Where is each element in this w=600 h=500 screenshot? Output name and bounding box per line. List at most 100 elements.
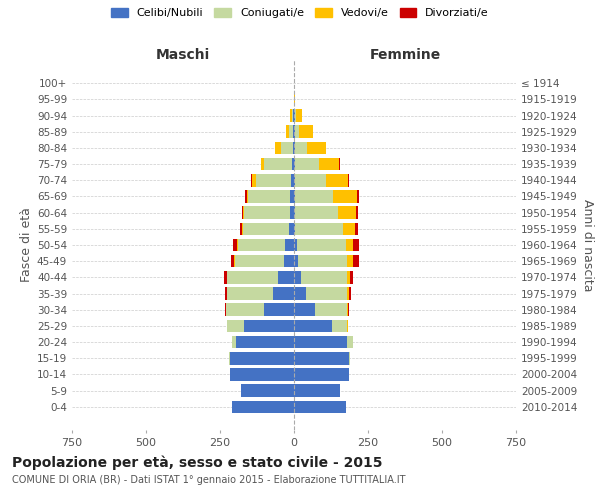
Bar: [225, 304, 226, 316]
Bar: [294, 352, 349, 364]
Bar: [290, 206, 294, 219]
Bar: [295, 190, 334, 203]
Bar: [265, 304, 294, 316]
Bar: [242, 206, 243, 219]
Bar: [294, 174, 295, 186]
Bar: [226, 304, 265, 316]
Bar: [263, 158, 292, 170]
Bar: [225, 287, 227, 300]
Bar: [294, 93, 295, 106]
Bar: [294, 271, 301, 283]
Bar: [238, 238, 285, 252]
Bar: [294, 320, 332, 332]
Bar: [294, 158, 295, 170]
Bar: [230, 255, 234, 268]
Bar: [286, 126, 289, 138]
Bar: [315, 304, 347, 316]
Text: Popolazione per età, sesso e stato civile - 2015: Popolazione per età, sesso e stato civil…: [12, 455, 383, 469]
Bar: [294, 190, 295, 203]
Bar: [339, 158, 340, 170]
Bar: [227, 271, 278, 283]
Bar: [290, 190, 294, 203]
Text: Femmine: Femmine: [370, 48, 440, 62]
Bar: [247, 190, 248, 203]
Bar: [295, 174, 326, 186]
Bar: [233, 238, 237, 252]
Bar: [293, 126, 294, 138]
Y-axis label: Fasce di età: Fasce di età: [20, 208, 33, 282]
Bar: [232, 336, 236, 348]
Bar: [235, 255, 284, 268]
Bar: [295, 222, 343, 235]
Legend: Celibi/Nubili, Coniugati/e, Vedovi/e, Divorziati/e: Celibi/Nubili, Coniugati/e, Vedovi/e, Di…: [107, 3, 493, 22]
Bar: [347, 336, 353, 348]
Bar: [281, 142, 293, 154]
Bar: [232, 400, 294, 413]
Bar: [295, 158, 319, 170]
Bar: [227, 287, 273, 300]
Bar: [307, 142, 326, 154]
Bar: [240, 222, 242, 235]
Bar: [334, 190, 357, 203]
Bar: [243, 222, 289, 235]
Bar: [338, 206, 356, 219]
Bar: [251, 174, 252, 186]
Bar: [332, 320, 347, 332]
Bar: [295, 126, 299, 138]
Bar: [294, 126, 295, 138]
Bar: [236, 336, 294, 348]
Bar: [289, 126, 293, 138]
Bar: [294, 206, 295, 219]
Bar: [348, 174, 349, 186]
Bar: [278, 271, 294, 283]
Bar: [260, 158, 263, 170]
Bar: [289, 222, 294, 235]
Bar: [357, 190, 359, 203]
Bar: [355, 222, 358, 235]
Bar: [297, 238, 346, 252]
Bar: [295, 142, 307, 154]
Bar: [252, 174, 256, 186]
Bar: [347, 304, 348, 316]
Bar: [298, 255, 347, 268]
Bar: [292, 109, 293, 122]
Bar: [301, 271, 347, 283]
Bar: [347, 287, 349, 300]
Bar: [229, 352, 230, 364]
Bar: [294, 336, 347, 348]
Bar: [353, 238, 359, 252]
Bar: [306, 287, 347, 300]
Bar: [291, 174, 294, 186]
Bar: [245, 190, 247, 203]
Bar: [230, 352, 294, 364]
Bar: [348, 304, 349, 316]
Bar: [285, 238, 294, 252]
Bar: [294, 304, 315, 316]
Bar: [275, 142, 281, 154]
Bar: [244, 320, 294, 332]
Bar: [241, 384, 294, 397]
Text: Maschi: Maschi: [156, 48, 210, 62]
Bar: [294, 287, 306, 300]
Bar: [294, 384, 340, 397]
Bar: [294, 255, 298, 268]
Bar: [292, 158, 294, 170]
Bar: [349, 352, 350, 364]
Bar: [346, 238, 353, 252]
Bar: [294, 142, 295, 154]
Y-axis label: Anni di nascita: Anni di nascita: [581, 198, 594, 291]
Bar: [299, 126, 313, 138]
Text: COMUNE DI ORIA (BR) - Dati ISTAT 1° gennaio 2015 - Elaborazione TUTTITALIA.IT: COMUNE DI ORIA (BR) - Dati ISTAT 1° genn…: [12, 475, 406, 485]
Bar: [349, 287, 351, 300]
Bar: [295, 109, 296, 122]
Bar: [295, 206, 338, 219]
Bar: [319, 158, 339, 170]
Bar: [294, 400, 346, 413]
Bar: [227, 320, 244, 332]
Bar: [326, 174, 348, 186]
Bar: [273, 287, 294, 300]
Bar: [224, 271, 227, 283]
Bar: [347, 255, 353, 268]
Bar: [294, 222, 295, 235]
Bar: [293, 142, 294, 154]
